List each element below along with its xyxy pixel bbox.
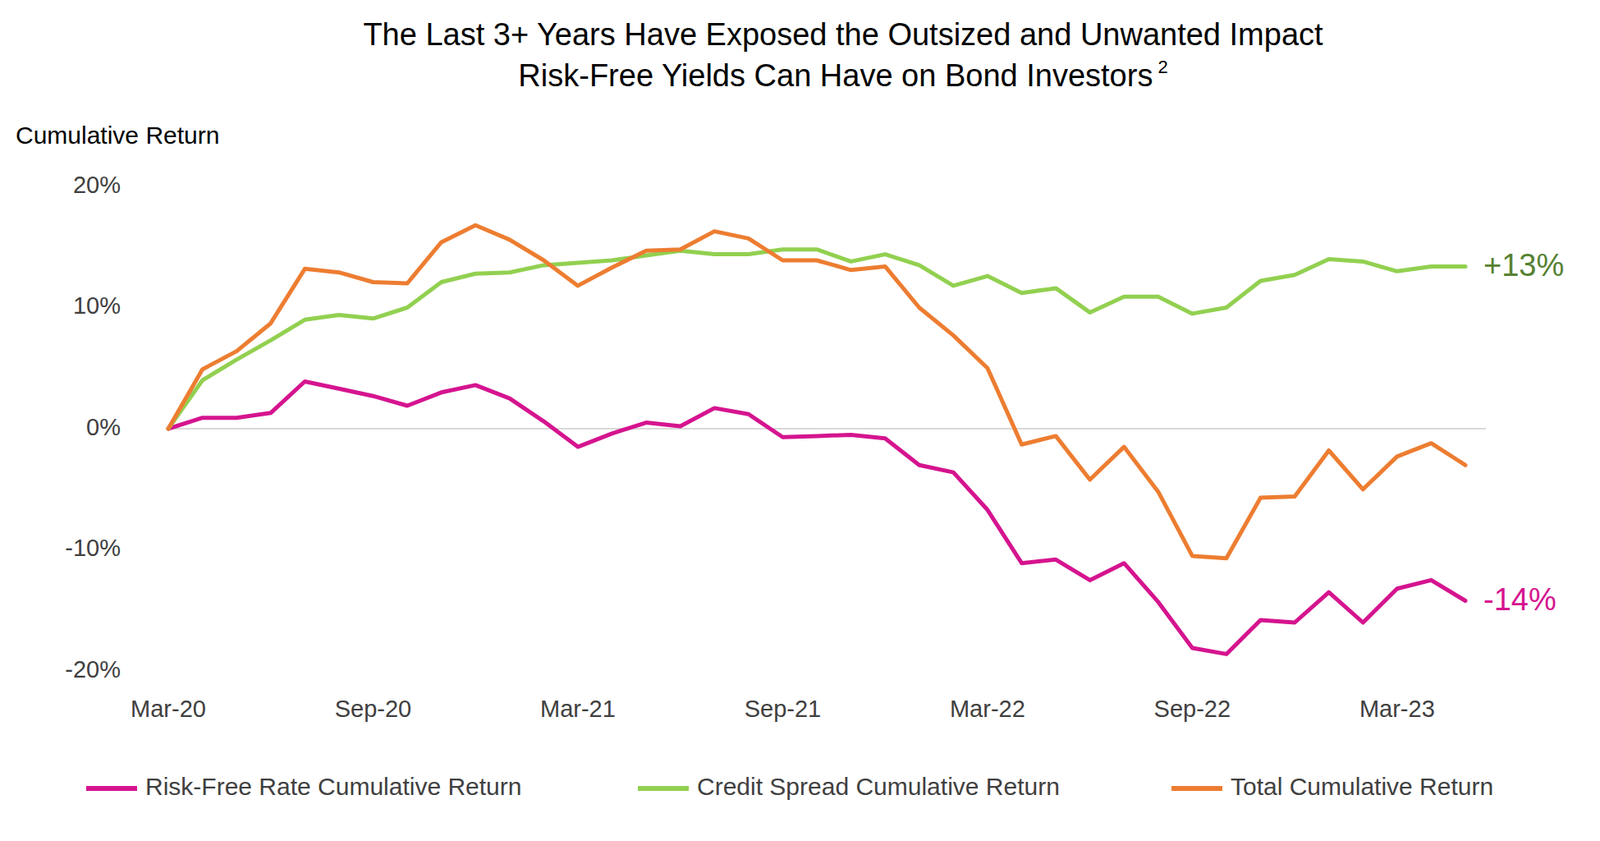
x-tick-label: Sep-20 — [334, 695, 413, 722]
legend-swatch — [1171, 785, 1223, 791]
y-tick-label: -10% — [64, 534, 121, 561]
y-axis-label: Cumulative Return — [15, 121, 220, 149]
chart: The Last 3+ Years Have Exposed the Outsi… — [0, 0, 1600, 841]
x-tick-label: Mar-22 — [949, 695, 1026, 722]
y-tick-label: 0% — [86, 413, 121, 441]
series-line — [168, 249, 1466, 429]
y-tick-label: 20% — [73, 171, 121, 198]
title-note: 2 — [1157, 56, 1168, 78]
title: The Last 3+ Years Have Exposed the Outsi… — [362, 17, 1324, 52]
legend-label: Total Cumulative Return — [1230, 772, 1494, 800]
x-tick-label: Mar-20 — [130, 695, 207, 722]
series-line — [168, 381, 1466, 655]
x-tick-label: Sep-22 — [1154, 695, 1232, 722]
plot-area — [168, 224, 1466, 654]
end-label: +13% — [1483, 247, 1564, 283]
legend-swatch — [637, 785, 689, 791]
series-line — [168, 224, 1466, 559]
y-tick-label: 10% — [73, 292, 121, 319]
zero-line — [168, 427, 1486, 430]
legend-label: Credit Spread Cumulative Return — [696, 772, 1060, 800]
x-tick-label: Mar-21 — [540, 695, 616, 722]
title: Risk-Free Yields Can Have on Bond Invest… — [518, 56, 1168, 93]
x-tick-label: Sep-21 — [744, 695, 822, 722]
legend-label: Risk-Free Rate Cumulative Return — [145, 772, 522, 800]
end-label: -14% — [1483, 582, 1557, 617]
y-tick-label: -20% — [64, 655, 121, 683]
x-tick-label: Mar-23 — [1359, 695, 1435, 722]
legend-swatch — [86, 785, 138, 791]
